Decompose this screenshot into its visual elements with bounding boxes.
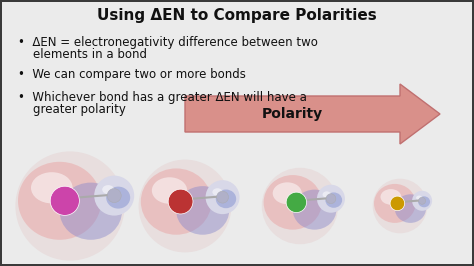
Text: •  We can compare two or more bonds: • We can compare two or more bonds — [18, 68, 246, 81]
Circle shape — [50, 186, 79, 215]
Text: Polarity: Polarity — [262, 107, 323, 121]
Circle shape — [168, 189, 193, 214]
FancyBboxPatch shape — [2, 2, 472, 264]
Ellipse shape — [102, 185, 114, 194]
Circle shape — [217, 191, 228, 203]
Ellipse shape — [416, 196, 422, 200]
Ellipse shape — [373, 179, 427, 233]
Circle shape — [107, 189, 121, 203]
Ellipse shape — [381, 189, 401, 205]
Ellipse shape — [317, 185, 345, 213]
Ellipse shape — [216, 189, 236, 208]
Ellipse shape — [374, 184, 416, 223]
Ellipse shape — [325, 192, 342, 208]
Ellipse shape — [152, 177, 187, 204]
Text: •  Whichever bond has a greater ΔEN will have a: • Whichever bond has a greater ΔEN will … — [18, 91, 307, 104]
Ellipse shape — [273, 182, 302, 204]
Ellipse shape — [94, 176, 134, 216]
Ellipse shape — [293, 190, 337, 230]
Ellipse shape — [106, 187, 130, 209]
Ellipse shape — [262, 168, 338, 244]
Circle shape — [419, 197, 426, 204]
Polygon shape — [185, 84, 440, 144]
Ellipse shape — [212, 188, 223, 196]
Ellipse shape — [31, 172, 73, 203]
Circle shape — [390, 196, 405, 211]
Ellipse shape — [322, 191, 331, 198]
Ellipse shape — [141, 168, 211, 235]
Ellipse shape — [18, 162, 101, 240]
Text: elements in a bond: elements in a bond — [18, 48, 147, 61]
Ellipse shape — [418, 196, 430, 207]
Text: greater polarity: greater polarity — [18, 103, 126, 116]
Ellipse shape — [412, 191, 432, 211]
Ellipse shape — [138, 160, 231, 252]
Ellipse shape — [176, 186, 229, 235]
Ellipse shape — [15, 151, 125, 261]
Ellipse shape — [264, 175, 322, 230]
Circle shape — [326, 194, 336, 203]
Ellipse shape — [60, 182, 122, 240]
Ellipse shape — [206, 180, 239, 214]
Ellipse shape — [395, 194, 426, 223]
Circle shape — [286, 192, 307, 213]
Text: •  ΔEN = electronegativity difference between two: • ΔEN = electronegativity difference bet… — [18, 36, 318, 49]
Text: Using ΔEN to Compare Polarities: Using ΔEN to Compare Polarities — [97, 8, 377, 23]
